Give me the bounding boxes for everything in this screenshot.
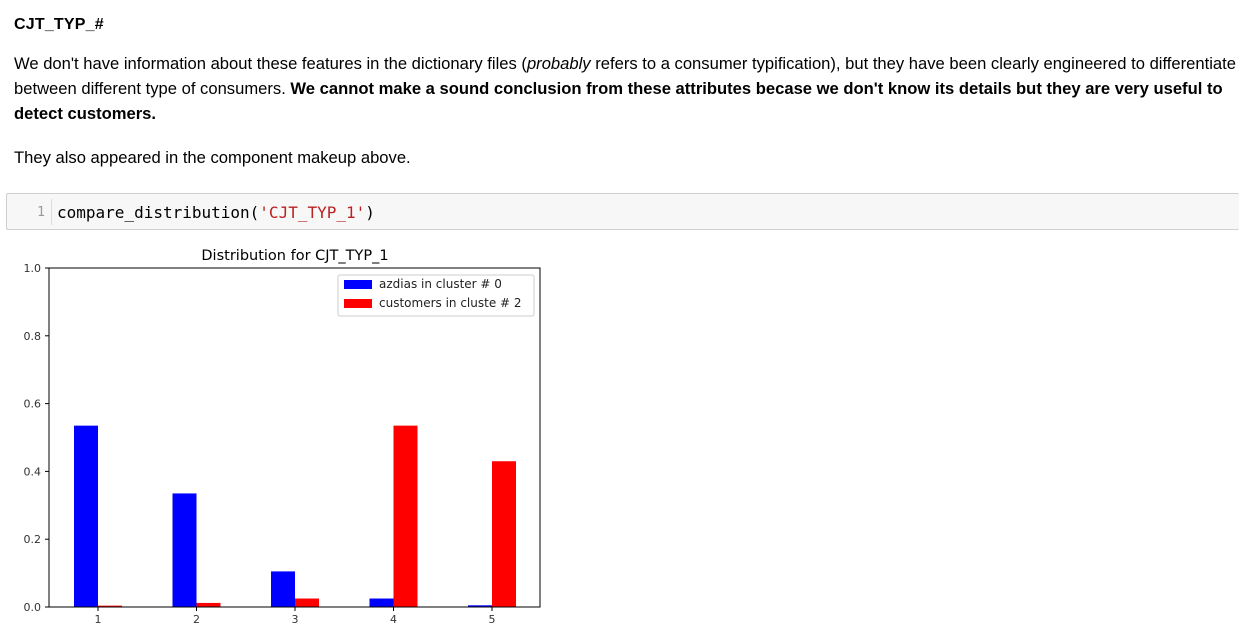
y-tick-label: 0.0 <box>24 601 42 614</box>
legend-box <box>337 274 535 317</box>
y-tick-label: 1.0 <box>24 262 42 275</box>
bar-azdias-4 <box>369 598 394 607</box>
code-line[interactable]: compare_distribution('CJT_TYP_1') <box>57 194 375 231</box>
bar-customers-4 <box>393 425 418 607</box>
line-number: 1 <box>37 205 45 220</box>
description-paragraph: We don't have information about these fe… <box>14 51 1239 126</box>
bar-customers-3 <box>295 598 319 607</box>
paragraph-text: We don't have information about these fe… <box>14 54 527 73</box>
bar-customers-5 <box>492 461 516 607</box>
note-paragraph: They also appeared in the component make… <box>14 148 411 167</box>
y-tick-label: 0.6 <box>24 398 42 411</box>
bar-azdias-3 <box>271 571 295 607</box>
y-tick-label: 0.2 <box>24 533 42 546</box>
gutter-divider <box>51 199 52 225</box>
code-cell[interactable]: 1 compare_distribution('CJT_TYP_1') <box>6 193 1239 230</box>
y-tick-label: 0.4 <box>24 465 42 478</box>
x-tick-label: 3 <box>292 613 299 626</box>
code-paren: ) <box>365 203 375 222</box>
emphasis-text: probably <box>526 54 591 73</box>
code-string: 'CJT_TYP_1' <box>259 203 366 222</box>
y-axis: 0.0 0.2 0.4 0.6 0.8 1.0 <box>24 262 49 614</box>
distribution-chart: Distribution for CJT_TYP_1 0.00.20.40.60… <box>24 248 541 626</box>
legend-swatch <box>344 299 372 308</box>
section-heading: CJT_TYP_# <box>14 16 104 33</box>
bold-conclusion: We cannot make a sound conclusion from t… <box>14 79 1223 123</box>
bar-customers-2 <box>196 602 221 607</box>
paragraph-text: refers to a consumer typification), but … <box>14 54 1236 98</box>
x-axis: 1 2 3 4 5 <box>95 607 496 626</box>
legend-label: azdias in cluster # 0 <box>379 277 502 291</box>
code-function: compare_distribution( <box>57 203 260 222</box>
plot-frame <box>48 267 541 608</box>
y-tick-label: 0.8 <box>24 330 42 343</box>
x-tick-label: 4 <box>390 613 397 626</box>
bar-azdias-2 <box>172 493 197 607</box>
legend-label: customers in cluste # 2 <box>379 296 522 310</box>
legend-swatch <box>344 280 372 289</box>
bar-azdias-1 <box>74 425 98 607</box>
chart-legend: azdias in cluster # 0 customers in cluste… <box>337 274 535 317</box>
x-tick-label: 5 <box>489 613 496 626</box>
x-tick-label: 1 <box>95 613 102 626</box>
x-tick-label: 2 <box>193 613 200 626</box>
bar-azdias-5 <box>468 605 492 607</box>
bar-customers-1 <box>98 605 122 607</box>
bars-group <box>74 425 516 607</box>
chart-title: Distribution for CJT_TYP_1 <box>201 248 388 264</box>
